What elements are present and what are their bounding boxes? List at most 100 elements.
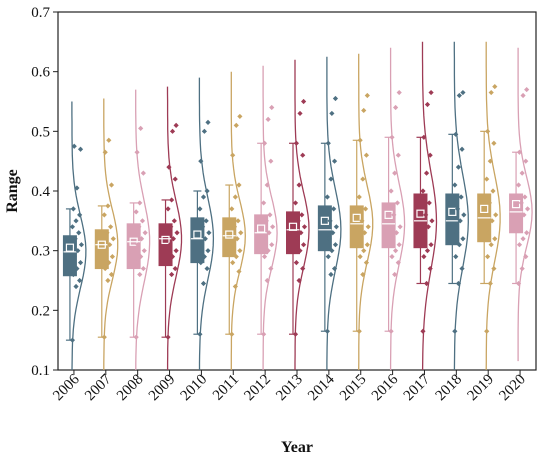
data-point xyxy=(203,218,209,224)
density-curve xyxy=(485,41,501,371)
data-point xyxy=(492,83,498,90)
data-point xyxy=(454,230,460,236)
data-point xyxy=(77,277,83,284)
data-point xyxy=(261,331,267,337)
y-tick-label: 0.5 xyxy=(31,124,50,140)
data-point xyxy=(293,140,299,146)
data-point xyxy=(261,140,268,146)
data-point xyxy=(363,260,370,266)
data-point xyxy=(77,260,84,266)
data-point xyxy=(298,230,304,236)
data-point xyxy=(105,203,111,209)
box-group-2009 xyxy=(158,86,183,370)
data-point xyxy=(360,176,366,182)
data-point xyxy=(357,254,363,260)
data-point xyxy=(201,128,207,134)
data-point xyxy=(140,170,146,176)
data-point xyxy=(516,149,523,155)
data-point xyxy=(229,331,235,337)
box-group-2016 xyxy=(381,47,406,370)
data-point xyxy=(356,328,362,334)
mean-marker xyxy=(416,209,425,218)
data-point xyxy=(205,248,211,254)
data-point xyxy=(109,254,115,260)
density-curve xyxy=(294,59,310,370)
data-point xyxy=(76,230,82,236)
data-point xyxy=(519,170,525,176)
data-point xyxy=(138,254,144,260)
data-point xyxy=(521,212,527,218)
data-point xyxy=(135,242,141,248)
data-point xyxy=(267,212,273,218)
data-point xyxy=(75,248,81,254)
data-point xyxy=(106,137,112,143)
data-point xyxy=(428,89,434,96)
data-point xyxy=(394,200,400,206)
data-point xyxy=(365,224,371,230)
data-point xyxy=(268,158,274,164)
data-point xyxy=(520,236,526,242)
data-point xyxy=(428,242,434,248)
density-curve xyxy=(517,47,533,362)
data-point xyxy=(296,277,302,284)
data-point xyxy=(133,209,139,215)
mean-marker xyxy=(161,235,170,245)
data-point xyxy=(264,277,270,284)
data-point xyxy=(108,271,115,278)
data-point xyxy=(70,206,76,212)
data-point xyxy=(460,89,466,96)
data-point xyxy=(396,89,402,96)
density-curve xyxy=(358,53,374,371)
data-point xyxy=(230,242,237,248)
data-point xyxy=(297,248,303,254)
data-point xyxy=(238,230,244,236)
x-axis: 2006 2007 2008 2009 2010 2011 2012 2013 2014 2015… xyxy=(50,370,529,404)
data-point xyxy=(136,224,142,230)
data-point xyxy=(456,242,462,248)
data-point xyxy=(70,271,76,278)
data-point xyxy=(169,197,175,203)
data-point xyxy=(423,280,430,287)
x-tick-label: 2016 xyxy=(369,371,402,404)
data-point xyxy=(330,230,336,236)
data-point xyxy=(357,137,363,143)
x-tick-label: 2010 xyxy=(178,372,211,405)
data-point xyxy=(332,95,339,102)
data-point xyxy=(78,242,85,248)
data-point xyxy=(199,242,205,248)
x-tick-label: 2019 xyxy=(465,372,498,405)
data-point xyxy=(324,194,330,200)
density-curve xyxy=(198,77,215,370)
density-curve xyxy=(421,41,438,371)
data-point xyxy=(484,176,490,182)
data-point xyxy=(233,254,239,260)
data-point xyxy=(457,218,463,224)
data-point xyxy=(392,170,398,176)
box-group-2015 xyxy=(349,53,374,371)
data-point xyxy=(134,260,140,266)
mean-marker xyxy=(65,243,75,252)
iqr-box xyxy=(222,217,237,258)
data-point xyxy=(266,230,272,236)
data-point xyxy=(166,164,172,170)
box-group-2017 xyxy=(413,41,438,371)
mean-marker xyxy=(97,240,106,249)
data-point xyxy=(453,131,459,137)
y-tick-label: 0.6 xyxy=(31,65,50,81)
data-point xyxy=(485,254,491,260)
data-point xyxy=(327,218,333,224)
data-point xyxy=(235,218,241,224)
data-point xyxy=(452,328,458,334)
data-point xyxy=(420,328,426,334)
data-point xyxy=(456,92,462,99)
data-point xyxy=(487,280,493,287)
x-tick-label: 2013 xyxy=(273,372,306,405)
density-curve xyxy=(262,65,278,370)
data-point xyxy=(393,248,399,254)
x-tick-label: 2017 xyxy=(401,371,434,404)
data-point xyxy=(142,230,148,236)
density-curve xyxy=(103,98,119,370)
data-point xyxy=(485,230,492,236)
mean-marker xyxy=(193,230,202,239)
data-point xyxy=(426,200,432,206)
